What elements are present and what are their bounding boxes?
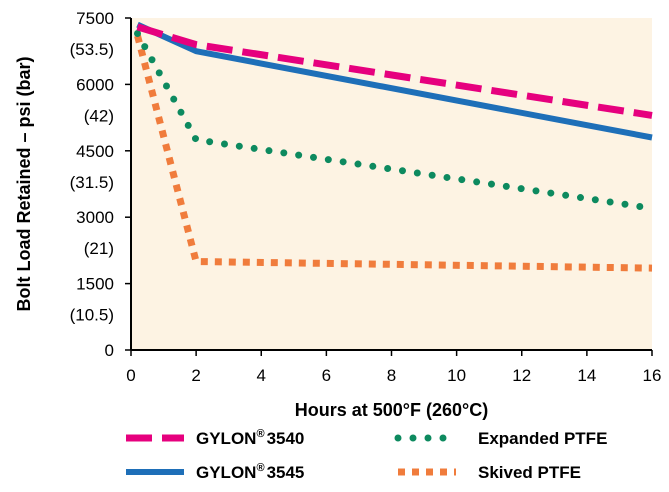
- legend-label: GYLON® 3545: [196, 462, 304, 482]
- x-tick-label: 12: [512, 366, 531, 385]
- x-tick-label: 16: [643, 366, 662, 385]
- y-tick-sublabel: (42): [84, 106, 114, 125]
- y-tick-label: 3000: [76, 208, 114, 227]
- axis-layer: 0 2 4 6 8 10 12 14 16 0 1500 (10.5) 3000 (21) 4500 (31.…: [70, 9, 662, 385]
- legend-label: GYLON® 3540: [196, 428, 304, 448]
- series-layer: [134, 21, 656, 272]
- y-tick-label: 7500: [76, 9, 114, 28]
- x-tick-label: 14: [577, 366, 596, 385]
- y-tick-sublabel: (53.5): [70, 40, 114, 59]
- x-tick-label: 4: [257, 366, 266, 385]
- y-tick-label: 0: [105, 341, 114, 360]
- legend: GYLON® 3540 GYLON® 3545 Expanded PTFE Skived …: [126, 428, 607, 482]
- plot-area: [131, 18, 652, 350]
- y-tick-label: 6000: [76, 75, 114, 94]
- y-tick-sublabel: (31.5): [70, 173, 114, 192]
- y-tick-label: 4500: [76, 142, 114, 161]
- series-line-gylon-3540: [136, 23, 653, 119]
- x-tick-label: 2: [191, 366, 200, 385]
- y-axis-title: Bolt Load Retained – psi (bar): [14, 56, 34, 311]
- series-line-skived-ptfe: [134, 34, 653, 272]
- x-tick-label: 10: [447, 366, 466, 385]
- x-tick-label: 6: [322, 366, 331, 385]
- legend-label: Expanded PTFE: [478, 429, 607, 448]
- x-axis-title: Hours at 500°F (260°C): [295, 400, 488, 420]
- x-tick-label: 8: [387, 366, 396, 385]
- y-tick-label: 1500: [76, 275, 114, 294]
- x-tick-label: 0: [126, 366, 135, 385]
- series-line-expanded-ptfe: [134, 30, 656, 212]
- y-tick-sublabel: (21): [84, 239, 114, 258]
- y-tick-sublabel: (10.5): [70, 306, 114, 325]
- legend-label: Skived PTFE: [478, 463, 581, 482]
